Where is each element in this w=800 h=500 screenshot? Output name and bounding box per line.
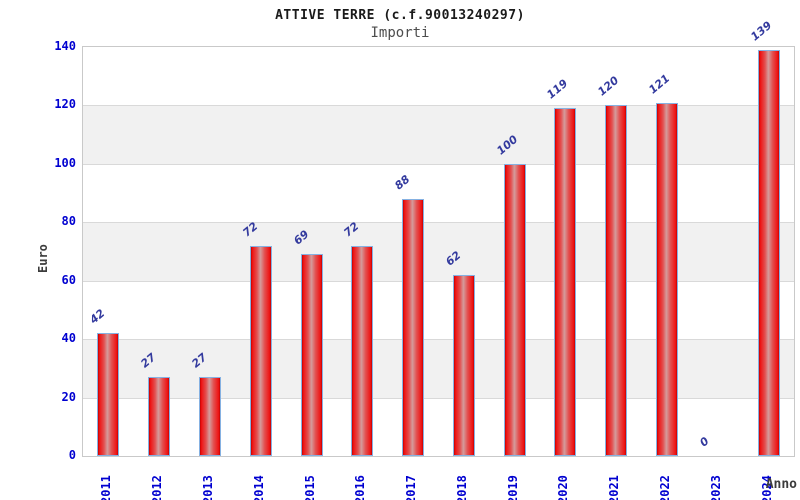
bar-value-label: 119	[544, 77, 571, 102]
x-tick-label: 2015	[302, 475, 317, 500]
x-tick-label: 2011	[99, 475, 114, 500]
bar-2020	[554, 108, 577, 456]
x-tick-label: 2021	[607, 475, 622, 500]
gridline	[83, 105, 794, 107]
x-tick-label: 2022	[658, 475, 673, 500]
bar-2016	[351, 245, 374, 456]
x-tick-label: 2020	[556, 475, 571, 500]
gridline	[83, 339, 794, 341]
x-tick-label: 2012	[150, 475, 165, 500]
y-tick-label: 80	[61, 214, 76, 229]
gridline	[83, 280, 794, 282]
x-tick-label: 2023	[708, 475, 723, 500]
bar-2013	[198, 377, 221, 456]
gridline	[83, 163, 794, 165]
bar-2014	[249, 245, 272, 456]
x-tick-label: 2016	[353, 475, 368, 500]
y-tick-label: 20	[61, 389, 76, 404]
plot-band	[83, 339, 794, 398]
y-tick-label: 120	[54, 97, 76, 112]
y-tick-label: 60	[61, 272, 76, 287]
y-axis-title: Euro	[36, 244, 50, 273]
x-tick-label: 2014	[251, 475, 266, 500]
x-tick-label: 2019	[505, 475, 520, 500]
x-axis-title: Anno	[765, 477, 797, 492]
chart-subtitle: Importi	[370, 25, 430, 41]
y-tick-label: 0	[68, 448, 76, 462]
plot-band	[83, 222, 794, 281]
bar-value-label: 121	[646, 71, 673, 96]
x-tick-label: 2017	[404, 475, 419, 500]
chart-title: ATTIVE TERRE (c.f.90013240297)	[275, 8, 525, 23]
bar-2015	[300, 254, 323, 456]
plot-band	[83, 105, 794, 164]
bar-2011	[97, 333, 120, 456]
bar-2018	[452, 274, 475, 456]
bar-2017	[402, 198, 425, 456]
bar-2022	[656, 102, 679, 456]
plot-area: 42 27 27 72 69 72 88 62 100 119 120 121 0 139	[82, 19, 795, 457]
y-tick-label: 100	[54, 155, 76, 170]
bar-2019	[503, 163, 526, 456]
bar-value-label: 42	[87, 306, 108, 327]
bar-value-label: 0	[697, 434, 712, 450]
bar-value-label: 88	[392, 172, 413, 193]
x-tick-label: 2018	[454, 475, 469, 500]
bar-2021	[605, 105, 628, 456]
x-tick-label: 2013	[200, 475, 215, 500]
gridline	[83, 397, 794, 399]
bar-value-label: 120	[595, 74, 622, 99]
bar-2012	[148, 377, 171, 456]
bar-2024	[757, 49, 780, 456]
y-tick-label: 40	[61, 331, 76, 346]
y-tick-label: 140	[54, 39, 76, 53]
gridline	[83, 222, 794, 224]
